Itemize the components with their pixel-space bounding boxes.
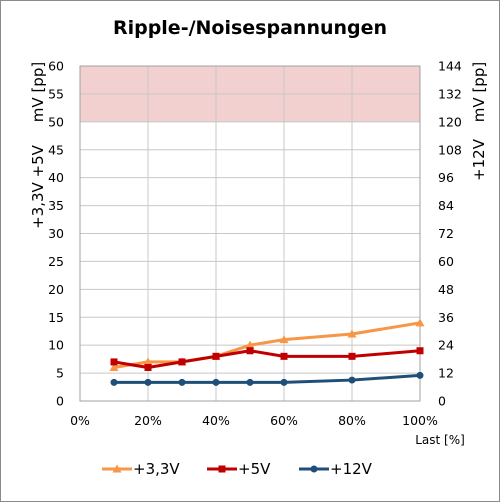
data-point-circle xyxy=(212,378,220,386)
data-point-circle xyxy=(280,378,288,386)
y2-tick-label: 48 xyxy=(438,282,454,297)
y2-tick-label: 84 xyxy=(438,198,454,213)
y-tick-label: 55 xyxy=(48,86,64,101)
y2-tick-label: 36 xyxy=(438,310,454,325)
data-point-square xyxy=(416,347,424,355)
data-point-circle xyxy=(246,378,254,386)
y2-tick-label: 120 xyxy=(438,114,462,129)
series-line xyxy=(113,321,421,369)
y-tick-label: 60 xyxy=(48,59,64,74)
data-point-triangle xyxy=(415,318,425,327)
legend: +3,3V +5V +12V xyxy=(102,460,373,478)
x-axis-ticks: 0% 20% 40% 60% 80% 100% xyxy=(70,413,438,428)
y-tick-label: 15 xyxy=(48,310,64,325)
data-point-circle xyxy=(110,378,118,386)
data-point-square xyxy=(144,364,152,371)
series-layer xyxy=(109,318,425,386)
y2-tick-label: 60 xyxy=(438,254,454,269)
data-point-triangle xyxy=(347,329,357,338)
y-tick-label: 40 xyxy=(48,170,64,185)
y-tick-label: 45 xyxy=(48,142,64,157)
series-5v xyxy=(110,347,424,371)
y-axis-right-label-bottom: +12V xyxy=(470,138,488,181)
data-point-square xyxy=(212,352,220,360)
y-tick-label: 25 xyxy=(48,254,64,269)
x-tick-label: 0% xyxy=(70,413,90,428)
y2-tick-label: 132 xyxy=(438,86,462,101)
plot-area-border xyxy=(79,65,421,402)
y-tick-label: 50 xyxy=(48,114,64,129)
y2-tick-label: 96 xyxy=(438,170,454,185)
data-point-triangle xyxy=(109,363,119,371)
data-point-square xyxy=(280,352,288,360)
y2-tick-label: 12 xyxy=(438,366,454,381)
data-point-square xyxy=(218,465,226,473)
data-point-triangle xyxy=(279,335,289,344)
gridlines xyxy=(79,65,421,402)
y2-tick-label: 0 xyxy=(438,394,446,409)
data-point-square xyxy=(110,358,118,366)
x-tick-label: 20% xyxy=(134,413,162,428)
data-point-circle xyxy=(416,371,424,379)
y-tick-label: 35 xyxy=(48,198,64,213)
data-point-circle xyxy=(144,378,152,386)
data-point-circle xyxy=(178,378,186,386)
y2-tick-label: 108 xyxy=(438,142,462,157)
series-line xyxy=(114,373,421,384)
x-tick-label: 60% xyxy=(270,413,298,428)
y-axis-left-label-top: mV [pp] xyxy=(29,62,47,122)
data-point-triangle xyxy=(112,464,122,473)
legend-label: +3,3V xyxy=(133,460,180,478)
y-tick-label: 30 xyxy=(48,226,64,241)
y-axis-left-label-bottom: +3,3V +5V xyxy=(29,144,47,229)
series-33v xyxy=(109,318,425,371)
data-point-square xyxy=(348,352,356,360)
data-point-square xyxy=(178,358,186,366)
y-tick-label: 10 xyxy=(48,338,64,353)
data-point-triangle xyxy=(143,357,153,366)
y2-tick-label: 72 xyxy=(438,226,454,241)
y-axis-right-label-top: mV [pp] xyxy=(470,62,488,122)
x-tick-label: 100% xyxy=(402,413,438,428)
series-12v xyxy=(110,371,424,386)
y2-tick-label: 24 xyxy=(438,338,454,353)
y-tick-label: 0 xyxy=(56,394,64,409)
series-line xyxy=(113,349,421,369)
x-tick-label: 40% xyxy=(202,413,230,428)
data-point-circle xyxy=(348,376,356,384)
legend-label: +5V xyxy=(238,460,271,478)
y-tick-label: 20 xyxy=(48,282,64,297)
data-point-triangle xyxy=(245,340,255,349)
chart-title: Ripple-/Noisespannungen xyxy=(113,17,387,39)
data-point-square xyxy=(246,347,254,355)
x-axis-label: Last [%] xyxy=(415,433,465,447)
x-tick-label: 80% xyxy=(338,413,366,428)
data-point-circle xyxy=(310,465,318,473)
y2-tick-label: 144 xyxy=(438,59,462,74)
y-axis-right-ticks: 0 12 24 36 48 60 72 84 96 108 120 132 144 xyxy=(438,59,462,409)
legend-label: +12V xyxy=(330,460,373,478)
y-axis-left-ticks: 0 5 10 15 20 25 30 35 40 45 50 55 60 xyxy=(48,59,64,409)
y-tick-label: 5 xyxy=(56,366,64,381)
